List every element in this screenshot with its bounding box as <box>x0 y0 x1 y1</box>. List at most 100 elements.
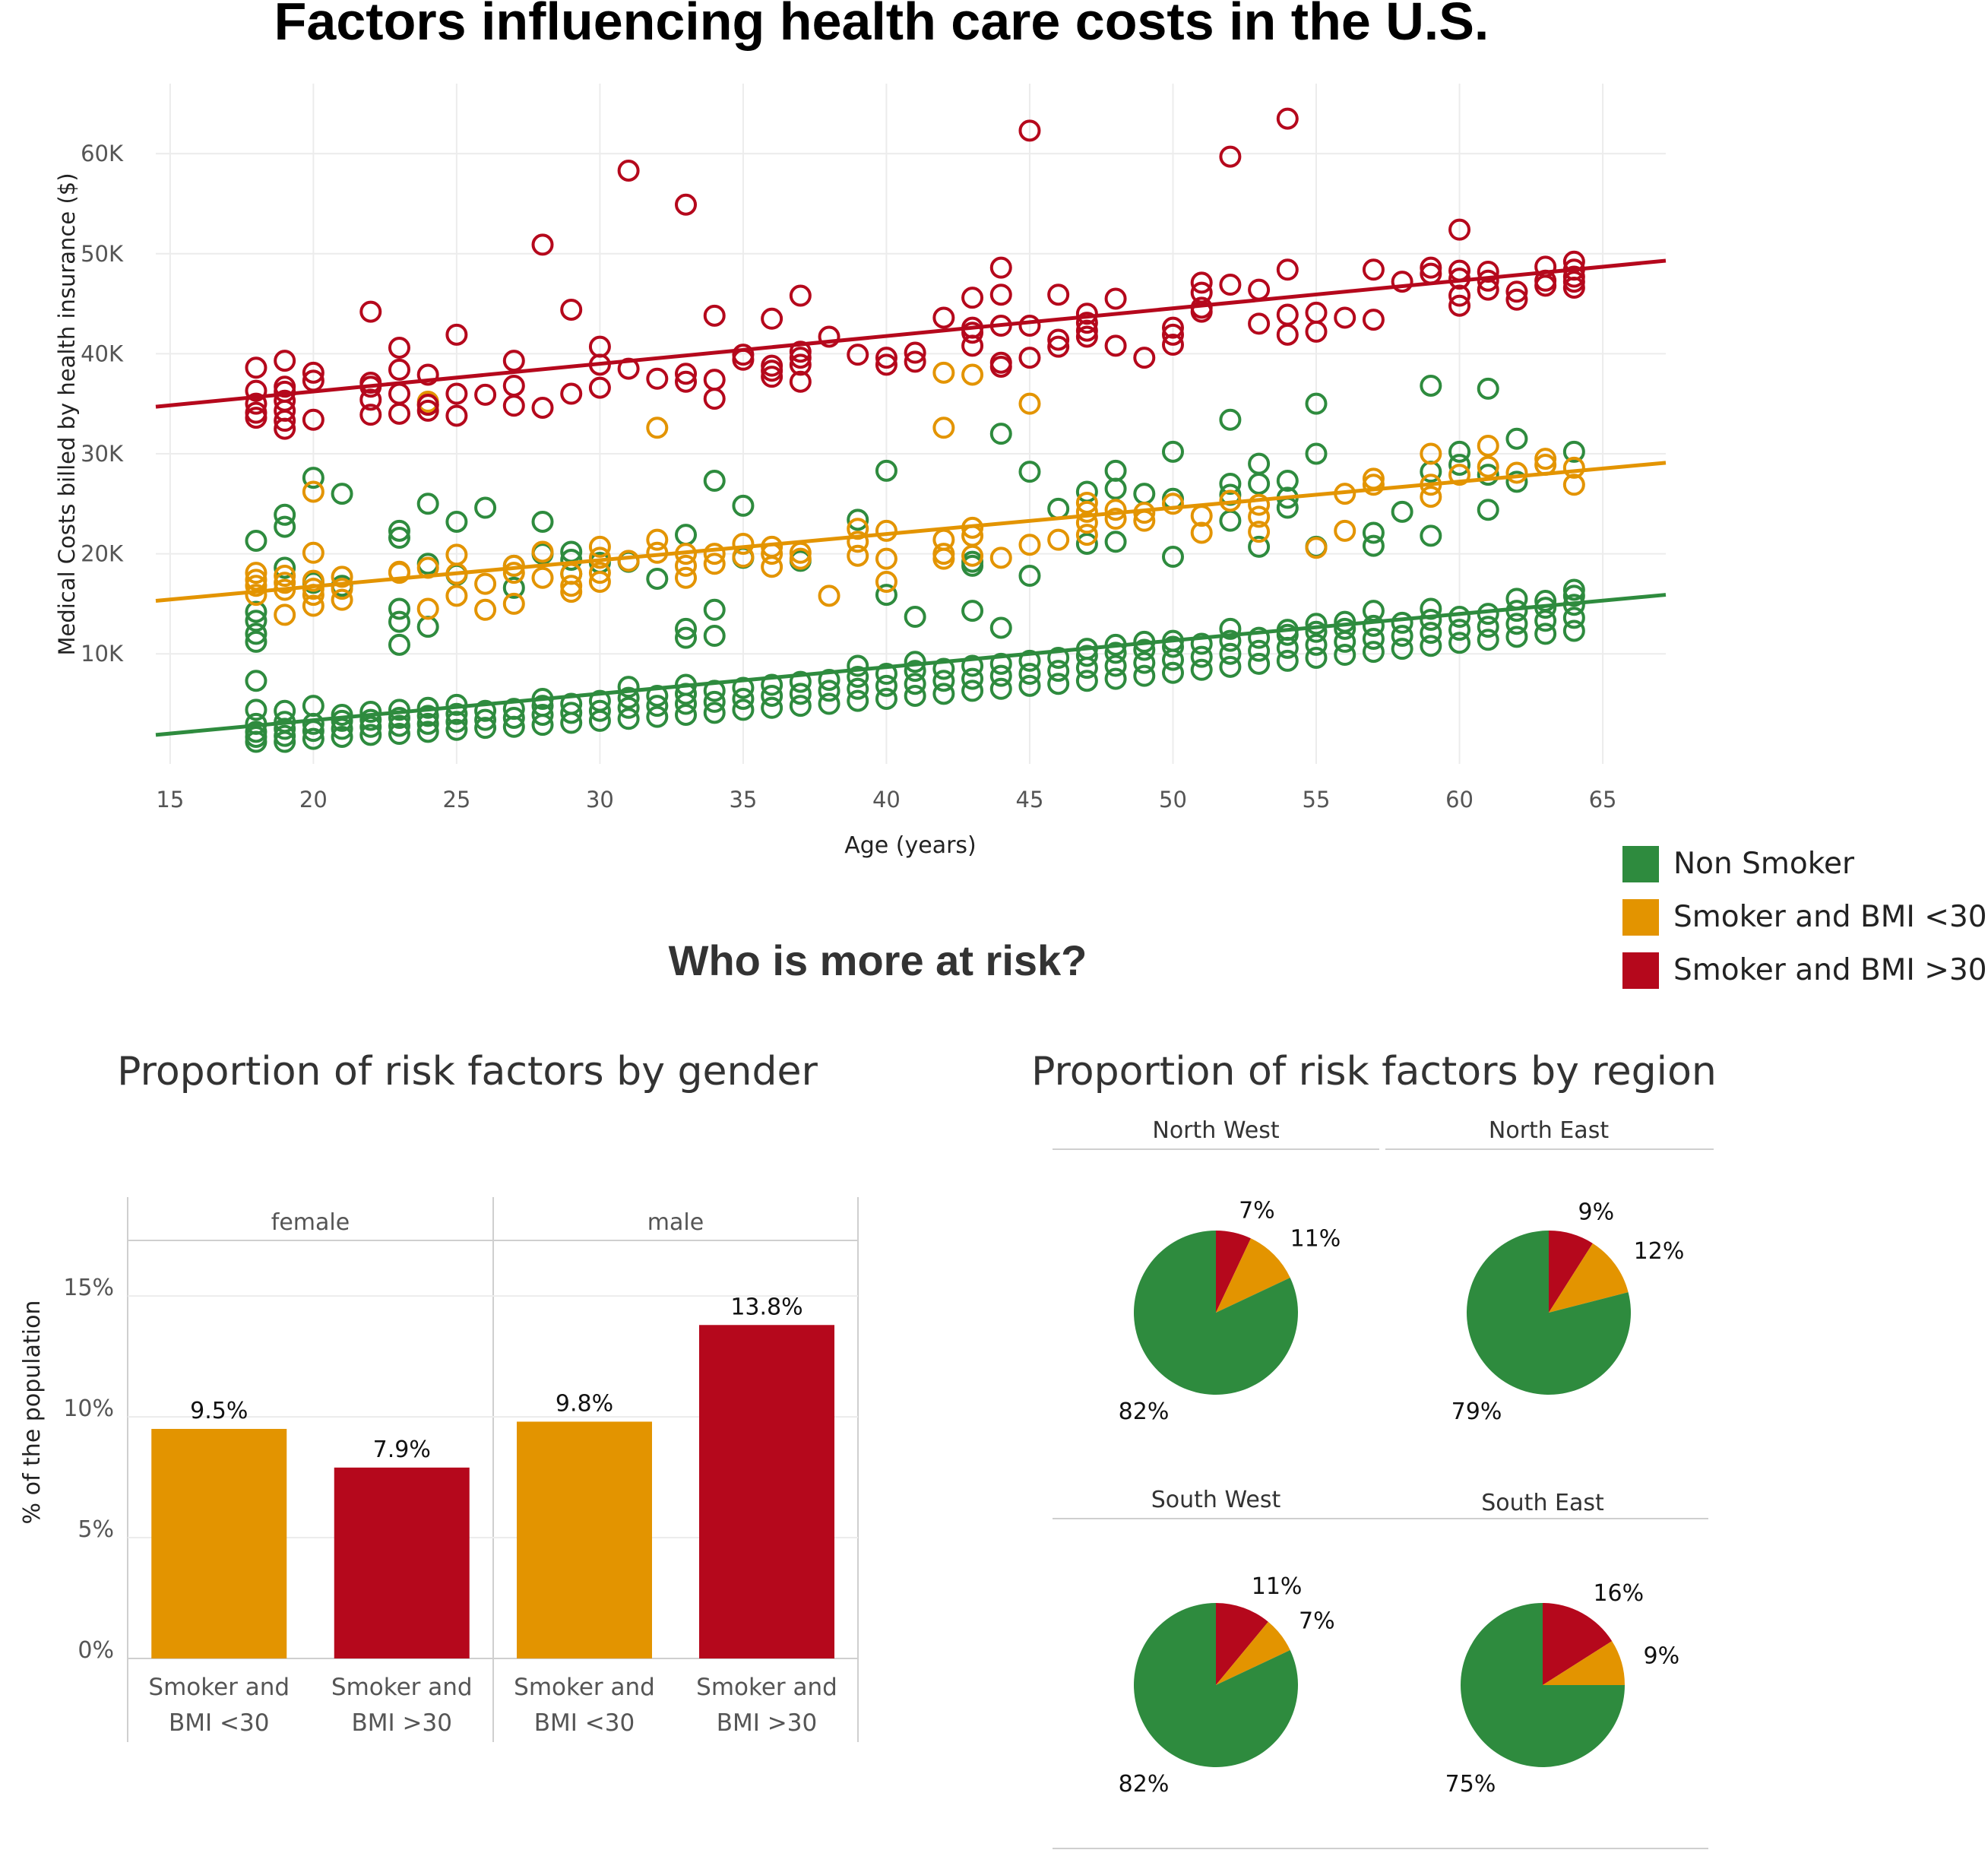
scatter-point <box>302 467 324 489</box>
scatter-point <box>617 696 640 719</box>
pie-slice <box>1549 1231 1593 1313</box>
bar-category-label: Smoker and <box>148 1674 290 1701</box>
scatter-point <box>732 676 755 699</box>
scatter-point <box>445 323 468 346</box>
scatter-point <box>1219 642 1242 665</box>
scatter-point <box>732 494 755 517</box>
scatter-point <box>789 284 812 307</box>
scatter-point <box>1248 535 1271 558</box>
scatter-point <box>1248 626 1271 649</box>
scatter-point <box>388 723 410 746</box>
scatter-point <box>1104 287 1127 310</box>
scatter-point <box>1448 632 1471 654</box>
scatter-point <box>646 695 669 718</box>
scatter-point <box>1104 531 1127 553</box>
scatter-x-tick-label: 65 <box>1589 787 1617 813</box>
scatter-point <box>1018 565 1041 588</box>
scatter-point <box>445 510 468 533</box>
scatter-point <box>1133 651 1156 674</box>
scatter-point <box>1161 546 1184 569</box>
scatter-point <box>359 372 382 394</box>
scatter-point <box>789 341 812 363</box>
bar-value-label: 13.8% <box>730 1294 802 1320</box>
pie-slice <box>1549 1243 1629 1313</box>
scatter-point <box>1161 316 1184 339</box>
scatter-point <box>1018 461 1041 483</box>
scatter-trend-line <box>155 258 1667 409</box>
pie-panel-label: North West <box>1152 1117 1279 1144</box>
scatter-point <box>1075 312 1098 334</box>
scatter-point <box>875 663 897 686</box>
scatter-point <box>1448 294 1471 317</box>
legend-label: Smoker and BMI <30 <box>1673 900 1987 934</box>
scatter-point <box>818 584 840 607</box>
scatter-point <box>1276 107 1299 130</box>
section-subtitle: Who is more at risk? <box>669 936 1087 984</box>
scatter-point <box>1505 280 1528 303</box>
legend-swatch <box>1622 846 1659 882</box>
scatter-point <box>560 692 583 715</box>
scatter-point <box>1219 472 1242 495</box>
scatter-x-tick-label: 30 <box>586 787 614 813</box>
scatter-point <box>245 392 267 415</box>
scatter-point <box>1420 622 1442 645</box>
scatter-point <box>617 708 640 730</box>
scatter-plot: 10K 20K 30K 40K 50K 60K 15 20 25 30 35 40 45 50 55 60 6… <box>54 84 1667 859</box>
scatter-x-tick-label: 50 <box>1159 787 1187 813</box>
scatter-point <box>675 370 698 393</box>
scatter-point <box>560 382 583 405</box>
scatter-point <box>989 677 1012 700</box>
scatter-point <box>1420 486 1442 508</box>
scatter-point <box>1477 434 1499 457</box>
scatter-point <box>474 708 497 731</box>
scatter-point <box>1018 649 1041 672</box>
scatter-point <box>274 389 296 412</box>
scatter-point <box>789 670 812 693</box>
scatter-point <box>675 617 698 640</box>
scatter-point <box>875 347 897 369</box>
scatter-point <box>617 676 640 699</box>
scatter-point <box>961 667 984 690</box>
scatter-trend-line <box>155 461 1667 603</box>
scatter-point <box>331 709 353 732</box>
scatter-point <box>274 699 296 722</box>
scatter-point <box>1190 632 1213 655</box>
scatter-point <box>646 367 669 390</box>
scatter-point <box>1047 673 1070 695</box>
scatter-point <box>989 423 1012 445</box>
scatter-point <box>245 529 267 552</box>
scatter-point <box>847 531 869 553</box>
scatter-point <box>961 679 984 702</box>
scatter-point <box>331 725 353 748</box>
scatter-point <box>416 712 439 735</box>
scatter-point <box>1477 464 1499 486</box>
bar-value-label: 9.5% <box>190 1398 248 1424</box>
scatter-point <box>1018 534 1041 556</box>
scatter-point <box>761 307 783 330</box>
scatter-point <box>703 690 726 713</box>
scatter-point <box>388 527 410 550</box>
pie-slice-label: 11% <box>1252 1573 1303 1600</box>
bar <box>151 1428 287 1658</box>
scatter-point <box>989 351 1012 374</box>
scatter-point <box>531 233 554 256</box>
scatter-point <box>1477 260 1499 283</box>
scatter-point <box>359 724 382 746</box>
scatter-point <box>531 704 554 727</box>
scatter-point <box>416 363 439 386</box>
pie-slice-label: 11% <box>1290 1225 1341 1252</box>
scatter-point <box>703 543 726 565</box>
scatter-point <box>1248 505 1271 528</box>
scatter-point <box>1391 271 1413 293</box>
pie-slice-label: 7% <box>1239 1197 1275 1224</box>
pie-slice <box>1216 1231 1251 1313</box>
scatter-point <box>588 535 611 558</box>
scatter-x-tick-label: 15 <box>156 787 184 813</box>
scatter-point <box>1047 646 1070 669</box>
scatter-point <box>245 584 267 607</box>
gender-chart-y-axis-label: % of the population <box>19 1300 46 1525</box>
scatter-point <box>1075 670 1098 692</box>
scatter-point <box>445 382 468 405</box>
scatter-point <box>245 562 267 584</box>
